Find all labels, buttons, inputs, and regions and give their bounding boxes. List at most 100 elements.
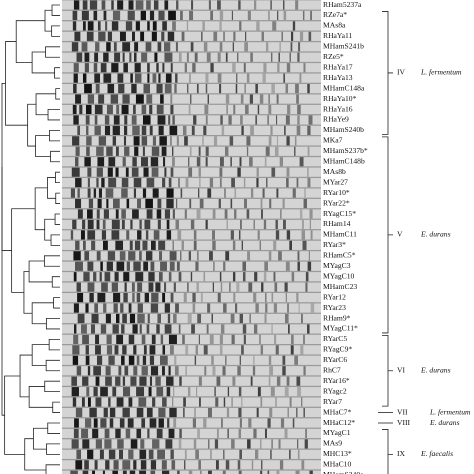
band (191, 324, 195, 334)
band (72, 397, 77, 407)
band (87, 188, 91, 198)
band (157, 313, 162, 324)
band (168, 334, 177, 344)
lane (62, 418, 321, 428)
band (162, 63, 165, 73)
band (275, 230, 280, 240)
band (175, 73, 178, 83)
band (191, 0, 194, 10)
band (223, 449, 225, 459)
lane (62, 334, 321, 344)
band (131, 84, 137, 94)
band (164, 167, 167, 177)
band (107, 167, 113, 177)
band (103, 209, 109, 219)
band (169, 125, 178, 135)
band (282, 355, 286, 365)
band (240, 94, 244, 104)
band (268, 136, 272, 146)
band (137, 313, 145, 324)
band (284, 387, 289, 397)
lane-label: MHaC10 (323, 460, 351, 469)
band (229, 282, 231, 292)
band (72, 136, 80, 146)
band (103, 407, 108, 418)
band (170, 94, 173, 104)
band (250, 376, 253, 386)
band (75, 407, 83, 418)
band (268, 251, 272, 261)
band (197, 428, 200, 439)
band (231, 334, 235, 344)
band (106, 334, 112, 344)
band (170, 345, 174, 355)
lane (62, 115, 321, 125)
band (238, 407, 242, 418)
band (169, 407, 177, 418)
band (85, 345, 89, 355)
lane (62, 428, 321, 439)
band (130, 219, 133, 230)
band (132, 324, 138, 334)
band (183, 407, 185, 418)
band (217, 293, 221, 303)
band (129, 52, 132, 62)
band (86, 31, 94, 41)
band (113, 303, 118, 313)
band (307, 167, 309, 177)
band (75, 240, 80, 250)
band (83, 272, 90, 282)
band (184, 63, 187, 73)
band (307, 261, 312, 271)
band (135, 94, 144, 104)
band (94, 303, 98, 313)
band (72, 219, 77, 230)
band (134, 240, 141, 250)
band (256, 178, 259, 188)
band (106, 42, 111, 52)
band (77, 188, 80, 198)
band (225, 52, 228, 62)
band (82, 21, 86, 31)
band (266, 178, 268, 188)
band (117, 0, 124, 10)
band (116, 261, 125, 271)
band (140, 31, 145, 41)
band (282, 198, 285, 209)
band (129, 240, 133, 250)
band (240, 115, 243, 125)
band (193, 230, 197, 240)
band (235, 84, 238, 94)
band (264, 428, 267, 439)
lane-label: MAs8a (323, 21, 346, 30)
lane (62, 157, 321, 167)
band (250, 52, 253, 62)
band (143, 261, 149, 271)
band (239, 21, 242, 31)
band (174, 84, 177, 94)
band (122, 407, 130, 418)
band (283, 10, 287, 21)
band (164, 282, 167, 292)
band (115, 376, 121, 386)
band (76, 449, 82, 459)
band (275, 219, 278, 230)
band (113, 115, 120, 125)
band (250, 125, 254, 135)
band (260, 397, 263, 407)
band (205, 157, 208, 167)
band (207, 188, 212, 198)
band (156, 324, 160, 334)
band (307, 178, 311, 188)
band (108, 178, 117, 188)
band (152, 73, 157, 83)
band (87, 397, 91, 407)
band (286, 178, 289, 188)
band (175, 42, 178, 52)
band (303, 198, 307, 209)
cluster-number: VI (397, 366, 405, 375)
band (278, 251, 282, 261)
band (302, 10, 305, 21)
band (133, 136, 140, 146)
